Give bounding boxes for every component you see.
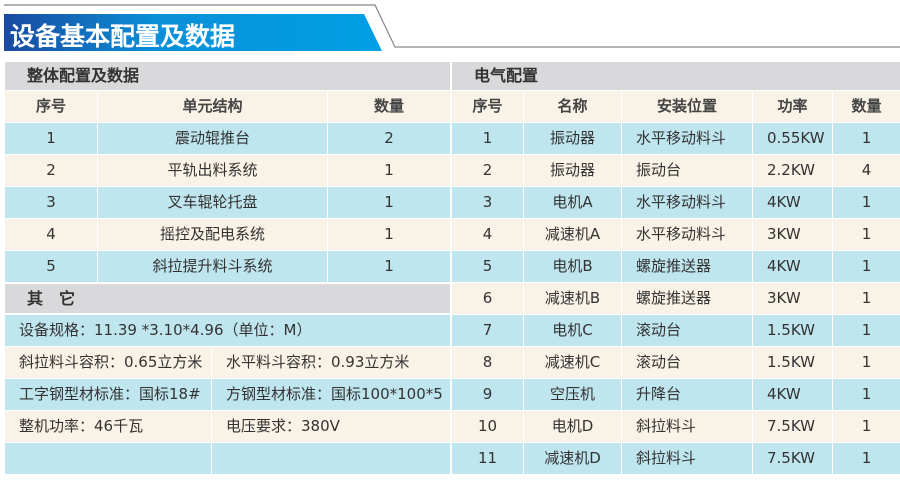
table-cell: 0.55KW xyxy=(753,123,832,154)
table-cell: 滚动台 xyxy=(622,347,752,378)
table-cell: 9 xyxy=(452,379,523,410)
column-header: 单元结构 xyxy=(98,91,327,122)
table-cell: 振动台 xyxy=(622,155,752,186)
table-cell: 4 xyxy=(5,219,97,250)
table-cell: 减速机A xyxy=(524,219,621,250)
table-cell: 7.5KW xyxy=(753,443,832,474)
table-cell: 4KW xyxy=(753,251,832,282)
table-cell: 电机A xyxy=(524,187,621,218)
column-header: 序号 xyxy=(5,91,97,122)
table-cell: 平轨出料系统 xyxy=(98,155,327,186)
table-cell: 7 xyxy=(452,315,523,346)
table-cell: 减速机D xyxy=(524,443,621,474)
table-cell: 1 xyxy=(833,219,900,250)
table-cell: 1.5KW xyxy=(753,347,832,378)
table-cell: 电机D xyxy=(524,411,621,442)
spec-item: 整机功率：46千瓦 xyxy=(5,411,211,442)
table-cell: 1.5KW xyxy=(753,315,832,346)
table-cell: 5 xyxy=(452,251,523,282)
table-cell: 3 xyxy=(452,187,523,218)
table-cell: 1 xyxy=(833,187,900,218)
section-heading-electric: 电气配置 xyxy=(452,62,900,90)
table-cell: 6 xyxy=(452,283,523,314)
spec-item: 水平料斗容积：0.93立方米 xyxy=(212,347,450,378)
table-cell: 11 xyxy=(452,443,523,474)
table-cell: 水平移动料斗 xyxy=(622,219,752,250)
table-cell: 振动器 xyxy=(524,155,621,186)
table-cell: 5 xyxy=(5,251,97,282)
spec-item xyxy=(212,443,450,474)
table-cell: 水平移动料斗 xyxy=(622,187,752,218)
table-cell: 7.5KW xyxy=(753,411,832,442)
page-title: 设备基本配置及数据 xyxy=(10,22,236,51)
table-cell: 斜拉提升料斗系统 xyxy=(98,251,327,282)
table-cell: 1 xyxy=(328,219,450,250)
table-cell: 8 xyxy=(452,347,523,378)
table-cell: 4 xyxy=(833,155,900,186)
table-cell: 2 xyxy=(452,155,523,186)
table-cell: 1 xyxy=(833,411,900,442)
section-heading-other: 其 它 xyxy=(5,284,450,313)
table-cell: 空压机 xyxy=(524,379,621,410)
table-cell: 减速机C xyxy=(524,347,621,378)
table-cell: 1 xyxy=(5,123,97,154)
column-header: 名称 xyxy=(524,91,621,122)
table-cell: 1 xyxy=(452,123,523,154)
table-cell: 电机B xyxy=(524,251,621,282)
spec-item: 电压要求：380V xyxy=(212,411,450,442)
table-cell: 水平移动料斗 xyxy=(622,123,752,154)
section-heading-overall: 整体配置及数据 xyxy=(5,62,450,90)
banner-decoration-line xyxy=(4,4,900,48)
spec-item: 斜拉料斗容积：0.65立方米 xyxy=(5,347,211,378)
table-cell: 斜拉料斗 xyxy=(622,411,752,442)
column-header: 安装位置 xyxy=(622,91,752,122)
column-header: 数量 xyxy=(833,91,900,122)
table-cell: 2.2KW xyxy=(753,155,832,186)
table-cell: 1 xyxy=(833,123,900,154)
table-cell: 振动器 xyxy=(524,123,621,154)
table-cell: 螺旋推送器 xyxy=(622,251,752,282)
table-cell: 2 xyxy=(328,123,450,154)
column-header: 数量 xyxy=(328,91,450,122)
table-cell: 4 xyxy=(452,219,523,250)
table-cell: 1 xyxy=(833,251,900,282)
table-cell: 1 xyxy=(328,251,450,282)
table-cell: 2 xyxy=(5,155,97,186)
table-cell: 摇控及配电系统 xyxy=(98,219,327,250)
table-cell: 1 xyxy=(833,379,900,410)
table-cell: 4KW xyxy=(753,187,832,218)
table-cell: 叉车辊轮托盘 xyxy=(98,187,327,218)
table-cell: 震动辊推台 xyxy=(98,123,327,154)
spec-item xyxy=(5,443,211,474)
title-banner xyxy=(4,14,382,51)
table-cell: 螺旋推送器 xyxy=(622,283,752,314)
equipment-spec: 设备规格：11.39 *3.10*4.96（单位：M） xyxy=(5,315,450,346)
table-cell: 减速机B xyxy=(524,283,621,314)
spec-item: 工字钢型材标准：国标18# xyxy=(5,379,211,410)
table-cell: 1 xyxy=(833,283,900,314)
table-cell: 斜拉料斗 xyxy=(622,443,752,474)
spec-item: 方钢型材标准：国标100*100*5 xyxy=(212,379,450,410)
table-cell: 升降台 xyxy=(622,379,752,410)
table-cell: 3KW xyxy=(753,283,832,314)
table-cell: 滚动台 xyxy=(622,315,752,346)
table-cell: 电机C xyxy=(524,315,621,346)
table-cell: 4KW xyxy=(753,379,832,410)
table-cell: 3KW xyxy=(753,219,832,250)
table-cell: 1 xyxy=(833,347,900,378)
column-header: 功率 xyxy=(753,91,832,122)
table-cell: 10 xyxy=(452,411,523,442)
table-cell: 1 xyxy=(833,443,900,474)
table-cell: 1 xyxy=(833,315,900,346)
column-header: 序号 xyxy=(452,91,523,122)
table-cell: 1 xyxy=(328,187,450,218)
table-cell: 3 xyxy=(5,187,97,218)
table-cell: 1 xyxy=(328,155,450,186)
